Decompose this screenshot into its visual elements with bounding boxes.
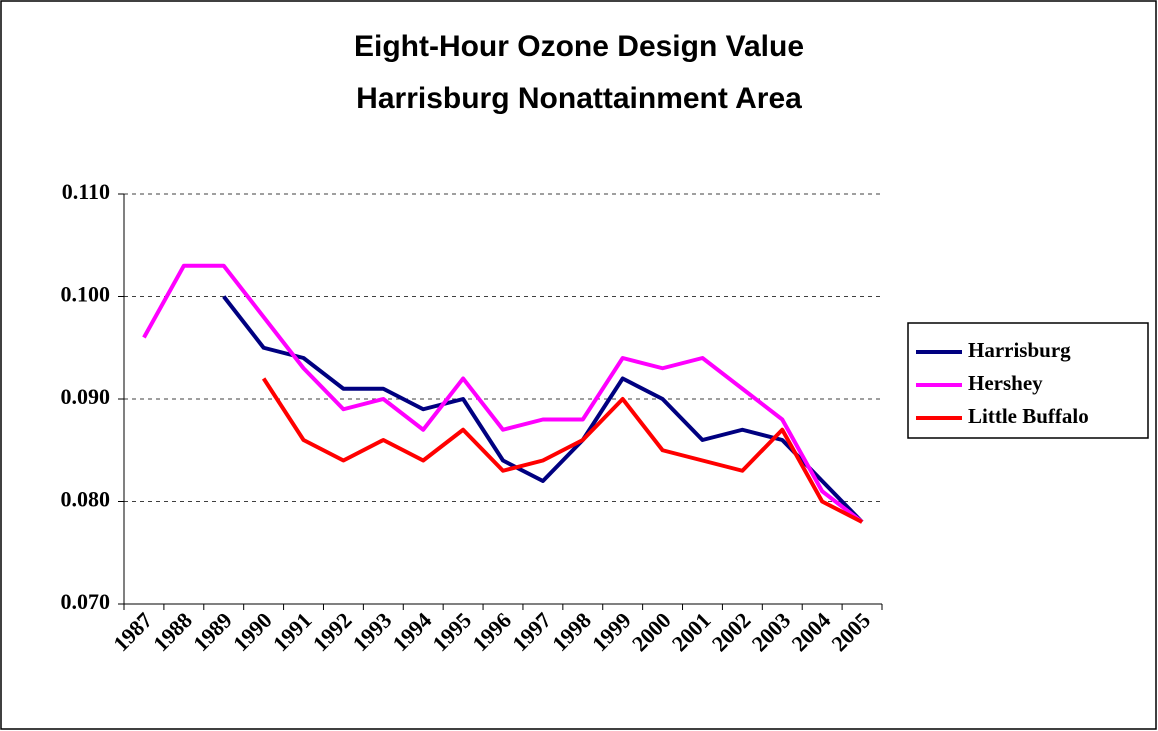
y-tick-label: 0.100 — [61, 282, 111, 307]
y-tick-label: 0.090 — [61, 384, 111, 409]
y-tick-label: 0.080 — [61, 487, 111, 512]
y-tick-label: 0.110 — [62, 179, 110, 204]
legend-label: Harrisburg — [968, 338, 1071, 362]
chart-title: Eight-Hour Ozone Design Value — [354, 30, 804, 63]
series-line — [222, 295, 864, 524]
legend-label: Little Buffalo — [968, 404, 1089, 428]
y-tick-label: 0.070 — [61, 589, 111, 614]
chart-title: Harrisburg Nonattainment Area — [356, 82, 802, 115]
series-line — [261, 377, 863, 524]
series-line — [142, 263, 864, 524]
legend-label: Hershey — [968, 371, 1043, 395]
